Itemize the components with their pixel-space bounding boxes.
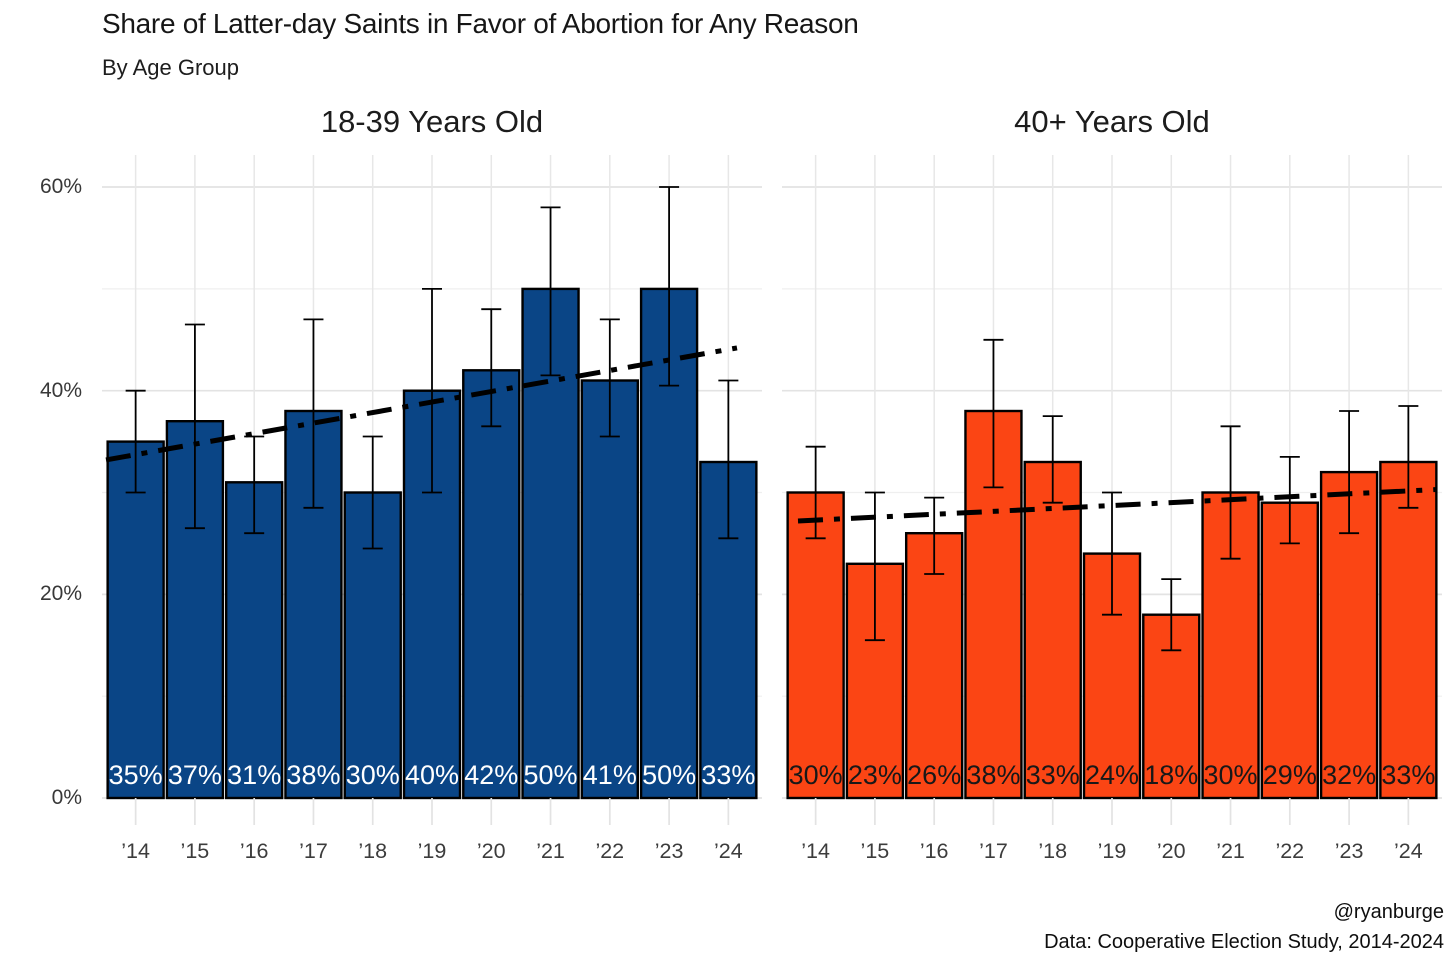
x-axis-tick-label: ’22 <box>1275 839 1304 863</box>
bar <box>1260 501 1320 800</box>
x-axis-tick-label: ’23 <box>655 839 684 863</box>
x-axis-tick-label: ’18 <box>1038 839 1067 863</box>
bar-label: 35% <box>109 760 163 790</box>
x-axis-tick-label: ’17 <box>979 839 1008 863</box>
bar-label: 33% <box>1026 760 1080 790</box>
bar-label: 31% <box>227 760 281 790</box>
bar-label: 18% <box>1144 760 1198 790</box>
credit-source: Data: Cooperative Election Study, 2014-2… <box>1044 931 1444 953</box>
x-axis-tick-label: ’14 <box>121 839 150 863</box>
bar <box>904 532 964 800</box>
x-axis-tick-label: ’17 <box>299 839 328 863</box>
bar-label: 37% <box>168 760 222 790</box>
x-axis-tick-label: ’21 <box>536 839 565 863</box>
chart-title: Share of Latter-day Saints in Favor of A… <box>102 8 859 39</box>
x-axis-tick-label: ’19 <box>1098 839 1127 863</box>
x-axis-tick-label: ’24 <box>1394 839 1423 863</box>
y-axis-tick-label: 0% <box>51 786 82 809</box>
bar-label: 32% <box>1322 760 1376 790</box>
x-axis-tick-label: ’21 <box>1216 839 1245 863</box>
x-axis-tick-label: ’22 <box>595 839 624 863</box>
bar-label: 40% <box>405 760 459 790</box>
panel-svg: 30% 23% 26% 38% 33% 24% 18% 30% 29% 32% 33%’14’15’… <box>782 155 1442 863</box>
trend-line <box>105 345 738 463</box>
bar <box>462 369 521 800</box>
panel-title-18-39: 18-39 Years Old <box>320 104 544 139</box>
bar-label: 50% <box>642 760 696 790</box>
bar-label: 33% <box>701 760 755 790</box>
bar-label: 33% <box>1381 760 1435 790</box>
x-axis-tick-label: ’20 <box>477 839 506 863</box>
x-axis-tick-label: ’15 <box>181 839 210 863</box>
credit-handle: @ryanburge <box>1333 901 1444 923</box>
bar <box>1379 460 1438 800</box>
y-axis-labels: 0% 20% 40% 60% <box>14 0 88 880</box>
bar-label: 42% <box>464 760 518 790</box>
bar-label: 23% <box>848 760 902 790</box>
x-axis-tick-label: ’14 <box>801 839 830 863</box>
x-axis-tick-label: ’16 <box>920 839 949 863</box>
x-axis-tick-label: ’16 <box>240 839 269 863</box>
bar-label: 30% <box>346 760 400 790</box>
bar <box>580 379 640 800</box>
bar-label: 29% <box>1263 760 1317 790</box>
x-axis-tick-label: ’18 <box>358 839 387 863</box>
bar-label: 38% <box>966 760 1020 790</box>
bar-label: 24% <box>1085 760 1139 790</box>
bar-label: 30% <box>1204 760 1258 790</box>
y-axis-tick-label: 60% <box>39 175 82 199</box>
y-axis-tick-label: 40% <box>39 378 82 402</box>
bar-label: 26% <box>907 760 961 790</box>
y-axis-tick-label: 20% <box>39 582 82 606</box>
panel-40plus: 30% 23% 26% 38% 33% 24% 18% 30% 29% 32% 33% ’14’15’… <box>782 155 1442 875</box>
chart-subtitle: By Age Group <box>102 55 239 80</box>
x-axis-tick-label: ’15 <box>861 839 890 863</box>
chart-footer: @ryanburge Data: Cooperative Election St… <box>1044 897 1444 957</box>
x-axis-tick-label: ’19 <box>418 839 447 863</box>
bar-label: 41% <box>583 760 637 790</box>
bar <box>1023 460 1082 800</box>
panel-svg: 35% 37% 31% 38% 30% 40% 42% 50% 41% 50% 33%’14’15’… <box>102 155 762 863</box>
x-axis-tick-label: ’20 <box>1157 839 1186 863</box>
panel-18-39: 35% 37% 31% 38% 30% 40% 42% 50% 41% 50% 33% ’14’15’… <box>102 155 762 875</box>
x-axis-tick-label: ’24 <box>714 839 743 863</box>
panel-title-40plus: 40+ Years Old <box>1014 104 1210 139</box>
bar-label: 38% <box>286 760 340 790</box>
bar-label: 50% <box>524 760 578 790</box>
trend-line <box>797 487 1438 524</box>
x-axis-tick-label: ’23 <box>1335 839 1364 863</box>
bar <box>106 440 165 800</box>
bar-label: 30% <box>789 760 843 790</box>
